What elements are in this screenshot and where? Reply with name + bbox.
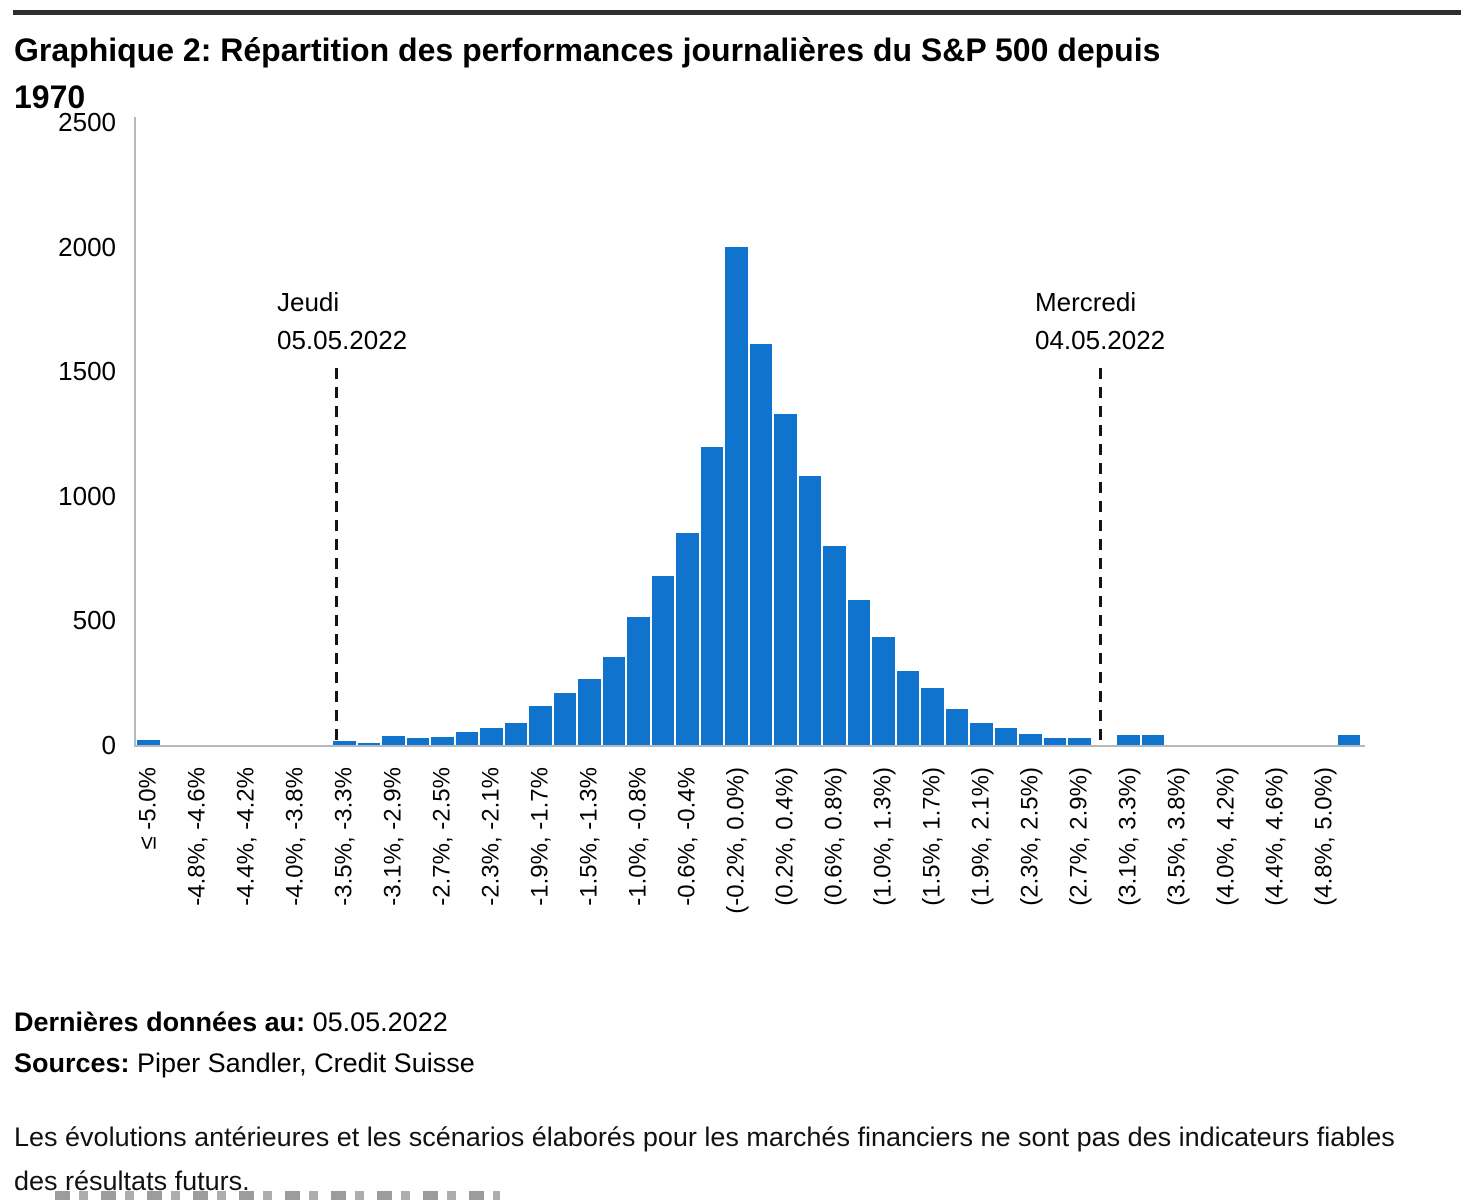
histogram-bar — [651, 576, 674, 745]
sources-line: Sources: Piper Sandler, Credit Suisse — [14, 1043, 475, 1084]
histogram-bar — [1141, 735, 1164, 745]
annotation-jeudi-day: Jeudi — [277, 287, 340, 317]
mercredi-dashed-line — [1099, 368, 1102, 745]
y-axis-line — [134, 117, 136, 746]
jeudi-dashed-line — [335, 368, 338, 745]
histogram-bar — [333, 741, 356, 745]
histogram-bar — [1117, 735, 1140, 745]
y-tick-label: 500 — [72, 605, 116, 635]
y-tick-label: 2000 — [58, 232, 116, 262]
x-tick-label-text: (2.3%, 2.5%) — [1016, 767, 1044, 906]
x-tick-label-text: (0.2%, 0.4%) — [771, 767, 799, 906]
x-tick-label-text: (1.0%, 1.3%) — [869, 767, 897, 906]
chart-title-line2: 1970 — [14, 79, 86, 115]
y-tick-label: 0 — [101, 730, 116, 760]
y-tick-label: 1000 — [58, 481, 116, 511]
histogram-bar — [970, 723, 993, 745]
y-axis-labels: 0 500 1000 1500 2000 2500 — [20, 0, 116, 800]
histogram-bar — [823, 546, 846, 745]
x-tick-label-text: -1.5%, -1.3% — [575, 767, 603, 906]
x-tick-label-text: (0.6%, 0.8%) — [820, 767, 848, 906]
histogram-bar — [994, 728, 1017, 745]
histogram-bar — [382, 736, 405, 745]
histogram-bar — [749, 344, 772, 745]
histogram-bar — [627, 617, 650, 745]
histogram-bar — [553, 693, 576, 745]
disclaimer-text: Les évolutions antérieures et les scénar… — [14, 1122, 1395, 1196]
footer-meta: Dernières données au: 05.05.2022 Sources… — [14, 1002, 475, 1084]
x-tick-label-text: (3.1%, 3.3%) — [1114, 767, 1142, 906]
x-tick-label-text: -4.4%, -4.2% — [232, 767, 260, 906]
x-tick-label-text: -4.0%, -3.8% — [281, 767, 309, 906]
x-tick-label-text: (3.5%, 3.8%) — [1163, 767, 1191, 906]
histogram-bar — [1068, 738, 1091, 745]
x-tick-label-text: (2.7%, 2.9%) — [1065, 767, 1093, 906]
chart-title-line1: Graphique 2: Répartition des performance… — [14, 32, 1161, 68]
histogram-bar — [945, 709, 968, 745]
last-data-label: Dernières données au: — [14, 1007, 306, 1037]
x-tick-label-text: -3.1%, -2.9% — [379, 767, 407, 906]
x-axis-line — [134, 745, 1365, 747]
histogram-bar — [700, 447, 723, 745]
y-tick-label: 2500 — [58, 107, 116, 137]
last-data-line: Dernières données au: 05.05.2022 — [14, 1002, 475, 1043]
histogram-bar — [1043, 738, 1066, 745]
histogram-bar — [137, 740, 160, 745]
last-data-value: 05.05.2022 — [305, 1007, 448, 1037]
sources-value: Piper Sandler, Credit Suisse — [129, 1048, 475, 1078]
histogram-bar — [896, 671, 919, 745]
x-tick-label-text: -2.3%, -2.1% — [477, 767, 505, 906]
annotation-jeudi: Jeudi 05.05.2022 — [277, 283, 407, 359]
histogram-bar — [798, 476, 821, 745]
x-tick-label-text: ≤ -5.0% — [134, 767, 162, 850]
annotation-mercredi: Mercredi 04.05.2022 — [1035, 283, 1165, 359]
x-tick-label-text: (4.4%, 4.6%) — [1261, 767, 1289, 906]
histogram-bar — [455, 732, 478, 745]
x-tick-label-text: -4.8%, -4.6% — [183, 767, 211, 906]
top-rule — [13, 10, 1461, 15]
histogram-bar — [1019, 734, 1042, 745]
histogram-bar — [431, 737, 454, 745]
histogram-bar — [774, 414, 797, 745]
histogram-bar — [872, 637, 895, 745]
histogram-bar — [529, 706, 552, 745]
x-tick-label-text: -1.9%, -1.7% — [526, 767, 554, 906]
histogram-bar — [1337, 735, 1360, 745]
x-tick-label-text: (4.0%, 4.2%) — [1212, 767, 1240, 906]
histogram-bar — [357, 743, 380, 745]
y-tick-label: 1500 — [58, 356, 116, 386]
x-tick-label-text: -1.0%, -0.8% — [624, 767, 652, 906]
histogram-bar — [480, 728, 503, 745]
histogram-bar — [725, 247, 748, 745]
x-tick-label-text: (-0.2%, 0.0%) — [722, 767, 750, 914]
x-tick-label-text: (1.9%, 2.1%) — [967, 767, 995, 906]
x-axis-labels: ≤ -5.0% -4.8%, -4.6% -4.4%, -4.2% -4.0%, -3… — [134, 757, 1376, 972]
x-tick-label-text: (1.5%, 1.7%) — [918, 767, 946, 906]
chart-title: Graphique 2: Répartition des performance… — [14, 27, 1414, 121]
histogram-bar — [676, 533, 699, 745]
histogram-plot-area — [136, 122, 1361, 745]
histogram-bar — [847, 600, 870, 745]
histogram-bar — [578, 679, 601, 745]
histogram-bar — [921, 688, 944, 745]
x-tick-label-text: -3.5%, -3.3% — [330, 767, 358, 906]
annotation-mercredi-date: 04.05.2022 — [1035, 325, 1166, 355]
x-tick-label-text: -0.6%, -0.4% — [673, 767, 701, 906]
annotation-jeudi-date: 05.05.2022 — [277, 325, 408, 355]
annotation-mercredi-day: Mercredi — [1035, 287, 1137, 317]
sources-label: Sources: — [14, 1048, 130, 1078]
histogram-bar — [504, 723, 527, 745]
clipped-next-line-artifact — [55, 1191, 500, 1200]
histogram-bar — [406, 738, 429, 745]
histogram-bar — [602, 657, 625, 745]
x-tick-label-text: (4.8%, 5.0%) — [1310, 767, 1338, 906]
x-tick-label-text: -2.7%, -2.5% — [428, 767, 456, 906]
